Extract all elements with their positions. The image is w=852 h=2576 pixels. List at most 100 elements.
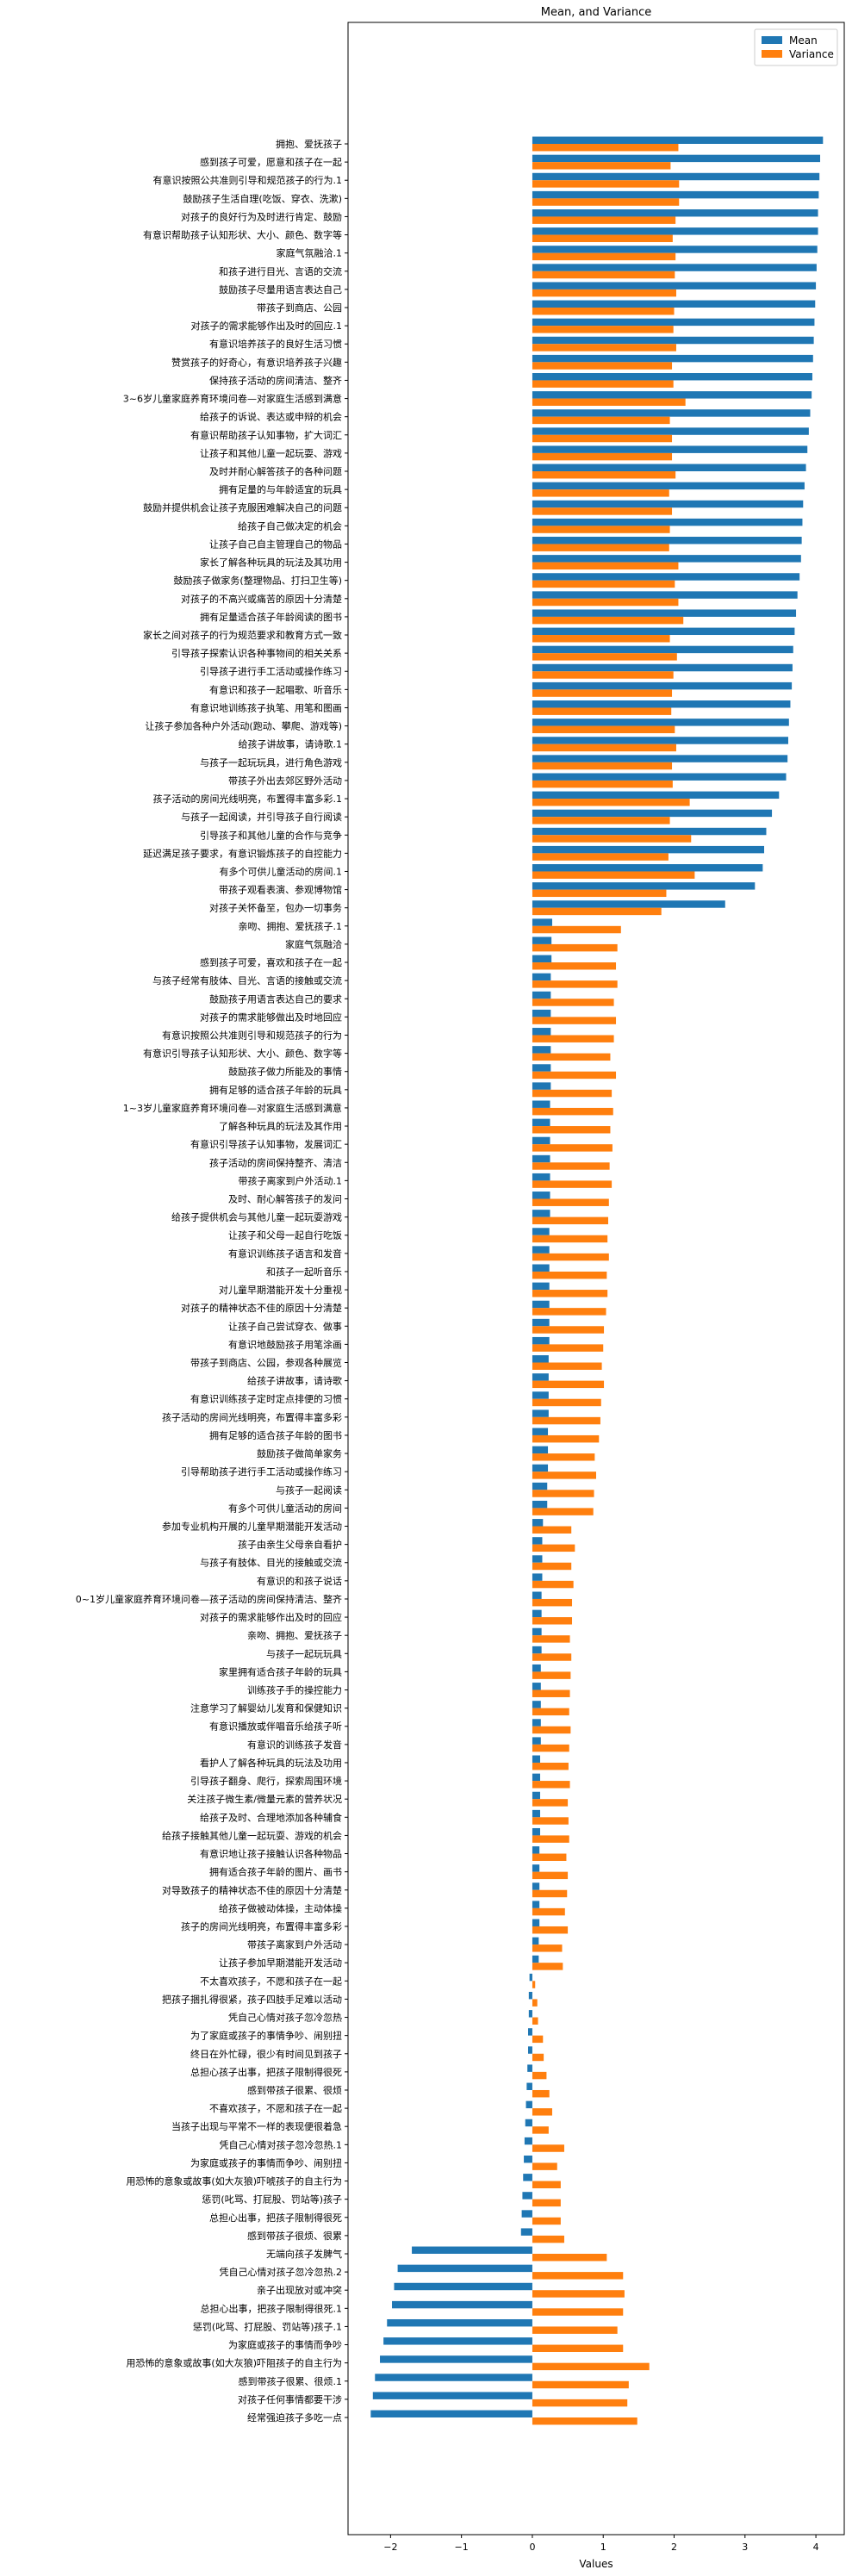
bar-variance-41 [532,889,667,898]
y-tick-label: 注意学习了解婴幼儿发育和保健知识 [190,1702,342,1714]
bar-variance-52 [532,1089,613,1098]
bar-variance-21 [532,526,670,533]
y-tick-label: 孩子活动的房间光线明亮，布置得丰富多彩 [162,1411,342,1423]
bar-variance-124 [532,2399,628,2407]
y-tick-label: 赞赏孩子的好奇心，有意识培养孩子兴趣 [171,356,342,368]
bar-mean-19 [532,482,805,490]
bar-variance-51 [532,1071,617,1080]
y-tick-label: 对儿童早期潜能开发十分重视 [219,1284,342,1296]
y-tick-label: 鼓励孩子做家务(整理物品、打扫卫生等) [173,575,342,587]
bar-mean-82 [532,1627,542,1636]
x-tick-label: −1 [455,2542,469,2553]
bar-variance-4 [532,216,676,224]
bar-variance-44 [532,943,618,952]
bar-mean-4 [532,209,818,217]
bar-variance-107 [532,2089,550,2098]
bar-variance-100 [532,1963,563,1970]
bar-mean-69 [532,1391,549,1399]
y-tick-label: 用恐怖的意象或故事(如大灰狼)吓唬孩子的自主行为 [126,2175,342,2187]
bar-mean-41 [532,882,756,890]
bar-mean-88 [532,1737,541,1745]
bar-mean-99 [532,1937,539,1945]
bar-variance-115 [532,2235,564,2243]
bar-mean-66 [532,1336,550,1345]
y-tick-label: 为了家庭或孩子的事情争吵、闹别扭 [190,2030,342,2042]
bar-mean-36 [532,791,780,800]
y-tick-label: 有意识和孩子一起唱歌、听音乐 [209,683,342,695]
bar-variance-0 [532,144,679,152]
bar-variance-11 [532,344,676,352]
y-tick-label: 感到带孩子很累、很烦.1 [239,2375,343,2387]
bar-mean-71 [532,1428,549,1435]
y-tick-label: 亲子出现放对或冲突 [257,2284,342,2296]
bar-variance-54 [532,1126,611,1134]
bar-mean-83 [532,1646,542,1654]
bar-variance-3 [532,198,680,206]
bar-mean-113 [522,2192,532,2200]
y-tick-label: 给孩子做被动体操，主动体操 [219,1902,342,1914]
bar-mean-52 [532,1082,551,1090]
bar-variance-16 [532,434,673,443]
y-tick-label: 鼓励孩子做力所能及的事情 [228,1066,342,1078]
y-tick-label: 总担心孩子出事，把孩子限制得很死 [190,2066,342,2078]
y-tick-label: 有多个可供儿童活动的房间.1 [220,865,343,877]
bar-mean-60 [532,1228,550,1235]
y-tick-label: 对孩子的需求能够作出及时的回应 [200,1611,342,1623]
bar-mean-97 [532,1901,540,1908]
legend: Mean Variance [754,28,838,66]
y-tick-label: 及时并耐心解答孩子的各种问题 [209,465,342,477]
bar-mean-56 [532,1154,550,1163]
y-tick-label: 鼓励孩子生活自理(吃饭、穿衣、洗漱) [183,192,342,204]
bar-variance-37 [532,817,670,824]
y-tick-label: 经常强迫孩子多吃一点 [247,2411,342,2424]
y-tick-label: 有意识按照公共准则引导和规范孩子的行为 [162,1029,342,1041]
bar-variance-116 [532,2253,607,2262]
bar-variance-30 [532,689,673,697]
y-tick-label: 延迟满足孩子要求，有意识锻炼孩子的自控能力 [143,847,342,859]
bar-variance-45 [532,962,617,970]
bar-mean-12 [532,354,813,363]
y-tick-label: 终日在外忙碌，很少有时间见到孩子 [190,2048,342,2060]
bar-variance-57 [532,1180,613,1188]
bar-mean-94 [532,1846,540,1854]
bar-variance-36 [532,799,690,806]
y-tick-label: 总担心出事，把孩子限制得很死.1 [201,2302,343,2314]
bar-variance-81 [532,1617,573,1625]
bar-variance-103 [532,2017,538,2025]
bar-mean-50 [532,1046,551,1054]
bar-variance-46 [532,980,618,988]
bar-mean-25 [532,591,798,599]
bar-mean-124 [372,2392,532,2399]
y-tick-label: 对孩子的需求能够作出及时的回应.1 [191,320,343,332]
y-tick-label: 1~3岁儿童家庭养育环境问卷—对家庭生活感到满意 [123,1102,342,1114]
y-tick-label: 给孩子自己做决定的机会 [238,520,342,532]
y-tick-label: 让孩子自己自主管理自己的物品 [209,538,342,550]
bar-variance-72 [532,1453,595,1461]
bar-mean-106 [527,2064,532,2072]
bar-mean-39 [532,845,765,854]
bar-variance-111 [532,2162,557,2170]
bar-mean-27 [532,627,795,636]
bar-mean-116 [412,2246,532,2254]
y-tick-label: 对孩子任何事情都要干涉 [238,2393,342,2405]
x-tick-label: 2 [671,2542,677,2553]
bar-mean-108 [526,2100,532,2109]
bar-mean-55 [532,1136,550,1145]
y-tick-label: 有意识引导孩子认知形状、大小、颜色、数字等 [143,1048,342,1060]
bar-variance-18 [532,471,676,479]
y-tick-label: 家里拥有适合孩子年龄的玩具 [219,1665,342,1677]
bar-mean-76 [532,1519,544,1527]
bar-variance-98 [532,1926,569,1934]
y-tick-label: 家长了解各种玩具的玩法及其功用 [200,557,342,569]
bar-variance-2 [532,180,680,188]
y-tick-label: 有意识帮助孩子认知形状、大小、颜色、数字等 [143,229,342,241]
bar-variance-5 [532,234,673,243]
bar-variance-82 [532,1635,570,1643]
bar-variance-42 [532,907,662,916]
bar-variance-89 [532,1762,569,1770]
y-tick-label: 引导孩子进行手工活动或操作练习 [200,665,342,677]
bar-mean-122 [380,2355,532,2363]
y-tick-label: 引导孩子翻身、爬行，探索周围环境 [190,1775,342,1787]
y-tick-label: 感到孩子可爱，愿意和孩子在一起 [200,156,342,168]
bar-mean-75 [532,1500,548,1509]
